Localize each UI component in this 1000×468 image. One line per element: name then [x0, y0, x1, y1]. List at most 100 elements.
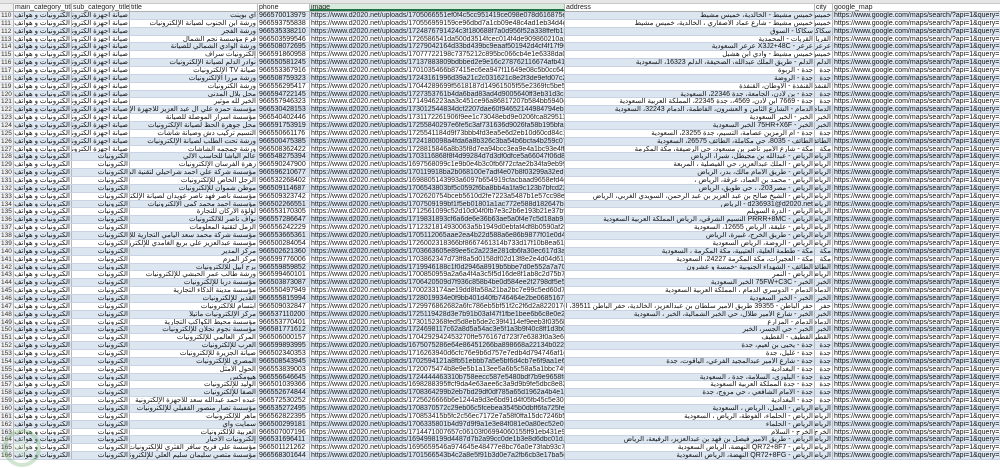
cell-sub-category[interactable]: صيانة اجهزة الكترونية: [72, 90, 130, 98]
cell-image-url[interactable]: https://www.d2020.net/uploads/1703663605…: [311, 247, 565, 255]
cell-phone[interactable]: 966550581245: [258, 59, 310, 67]
cell-google-map-url[interactable]: https://www.google.com/maps/search/?api=…: [834, 232, 1000, 239]
cell-phone[interactable]: 966508362422: [258, 145, 310, 153]
cell-city[interactable]: جدة: [815, 349, 833, 357]
cell-main-category[interactable]: الكترونيات و هواتف: [14, 287, 72, 294]
row-number[interactable]: 152: [0, 342, 14, 349]
row-number[interactable]: 112: [0, 27, 14, 35]
cell-title[interactable]: مؤسسة شركة علي أحمد شراحيلي لتقنية المعل…: [130, 169, 258, 177]
cell-title[interactable]: الصفا للإلكترونيات: [130, 389, 258, 397]
cell-main-category[interactable]: الكترونيات و هواتف: [14, 357, 72, 365]
cell-phone[interactable]: 966535338210: [258, 27, 310, 35]
cell-city[interactable]: القطيف: [815, 334, 833, 342]
cell-google-map-url[interactable]: https://www.google.com/maps/search/?api=…: [834, 389, 1000, 397]
cell-sub-category[interactable]: الكترونيات: [72, 200, 130, 208]
cell-sub-category[interactable]: الكترونيات: [72, 232, 130, 239]
cell-sub-category[interactable]: صيانة اجهزة الكترونية: [72, 106, 130, 114]
row-number[interactable]: 111: [0, 19, 14, 27]
row-number[interactable]: 157: [0, 381, 14, 389]
cell-phone[interactable]: 966552674844: [258, 389, 310, 397]
cell-phone[interactable]: 966509032847: [258, 302, 310, 310]
cell-address[interactable]: القطيف - القطيف: [565, 334, 815, 342]
cell-city[interactable]: الخبر: [816, 122, 833, 129]
row-number[interactable]: 122: [0, 106, 14, 114]
cell-address[interactable]: الخبر - 75HR+X6F الخبر السعودية: [565, 122, 815, 129]
row-number[interactable]: 143: [0, 271, 14, 279]
cell-sub-category[interactable]: صيانة اجهزة الكترونية: [72, 12, 130, 19]
cell-google-map-url[interactable]: https://www.google.com/maps/search/?api=…: [834, 365, 1000, 373]
cell-main-category[interactable]: الكترونيات و هواتف: [14, 129, 72, 137]
cell-main-category[interactable]: الكترونيات و هواتف: [14, 153, 72, 161]
cell-image-url[interactable]: https://www.d2020.net/uploads/1725584029…: [311, 122, 565, 129]
cell-google-map-url[interactable]: https://www.google.com/maps/search/?api=…: [834, 43, 1000, 51]
cell-image-url[interactable]: https://www.d2020.net/uploads/1706420509…: [310, 279, 565, 287]
cell-image-url[interactable]: https://www.d2020.net/uploads/1728019934…: [311, 294, 565, 302]
cell-city[interactable]: الرياض: [815, 184, 833, 192]
cell-title[interactable]: الخير لله موثير: [130, 98, 258, 106]
cell-image-url[interactable]: https://www.d2020.net/uploads/1725119428…: [311, 310, 565, 318]
cell-address[interactable]: الدمام - الشارع الثامن و العشرون، الفاطم…: [565, 106, 815, 114]
cell-city[interactable]: جدة: [815, 342, 833, 349]
row-number[interactable]: 113: [0, 35, 14, 43]
header-sub-category-title[interactable]: sub_category_title: [73, 4, 130, 11]
header-image[interactable]: image: [310, 4, 565, 11]
cell-phone[interactable]: 966501039366: [258, 381, 310, 389]
row-number[interactable]: 147: [0, 302, 14, 310]
row-number[interactable]: 116: [0, 59, 14, 67]
cell-sub-category[interactable]: صيانة اجهزة الكترونية: [72, 27, 130, 35]
cell-address[interactable]: الرياض - العمل، الرياض ، السعودية: [565, 404, 815, 412]
cell-address[interactable]: سكاكا - السوق: [565, 27, 815, 35]
row-number[interactable]: 119: [0, 82, 14, 90]
cell-image-url[interactable]: https://www.d2020.net/uploads/1694998199…: [311, 436, 565, 444]
cell-title[interactable]: العرب للإلكترونيات: [130, 342, 258, 349]
cell-phone[interactable]: 966550497949: [258, 287, 310, 294]
cell-main-category[interactable]: الكترونيات و هواتف: [14, 342, 72, 349]
cell-image-url[interactable]: https://www.d2020.net/uploads/1724316199…: [310, 74, 565, 82]
cell-main-category[interactable]: الكترونيات و هواتف: [14, 271, 72, 279]
cell-title[interactable]: مؤسسة متصي سليمان سليم العلي للإلكترونيا…: [130, 452, 258, 459]
row-number[interactable]: 129: [0, 161, 14, 169]
cell-title[interactable]: مؤسسة نجوم نجلان للإلكترونيات: [130, 326, 258, 334]
cell-sub-category[interactable]: الكترونيات: [72, 452, 130, 459]
cell-address[interactable]: الخبر - شارع الأمير طلال، حي الخبر الشما…: [565, 310, 815, 318]
cell-sub-category[interactable]: الكترونيات: [72, 310, 130, 318]
cell-title[interactable]: الزمل لتقنية المعلومات: [130, 224, 258, 232]
cell-phone[interactable]: 966593755838: [258, 19, 310, 27]
cell-city[interactable]: الرياض: [815, 452, 833, 459]
cell-google-map-url[interactable]: https://www.google.com/maps/search/?api=…: [834, 27, 1000, 35]
cell-main-category[interactable]: الكترونيات و هواتف: [14, 184, 72, 192]
cell-image-url[interactable]: https://www.d2020.net/uploads/1697568099…: [310, 161, 565, 169]
cell-image-url[interactable]: https://www.d2020.net/uploads/1705066551…: [310, 12, 565, 19]
row-number[interactable]: 163: [0, 428, 14, 436]
cell-google-map-url[interactable]: https://www.google.com/maps/search/?api=…: [834, 412, 1000, 420]
row-number[interactable]: 159: [0, 397, 14, 404]
cell-image-url[interactable]: https://www.d2020.net/uploads/1698805143…: [311, 177, 565, 184]
header-address[interactable]: address: [565, 4, 815, 11]
cell-title[interactable]: مركز الإلكترونيات ماتيلا: [130, 310, 258, 318]
cell-address[interactable]: الرياض - الشيخ صالح بن عبد العزيز بن عبد…: [565, 192, 815, 200]
cell-main-category[interactable]: الكترونيات و هواتف: [14, 114, 72, 122]
cell-main-category[interactable]: الكترونيات و هواتف: [14, 397, 72, 404]
cell-city[interactable]: مكة: [815, 247, 833, 255]
cell-image-url[interactable]: https://www.d2020.net/uploads/1714471007…: [311, 428, 565, 436]
cell-google-map-url[interactable]: https://www.google.com/maps/search/?api=…: [834, 326, 1000, 334]
cell-phone[interactable]: 966553839003: [258, 365, 310, 373]
cell-title[interactable]: عبده أحمد عبدالله سعد للأجهزة الإلكتروني…: [130, 397, 258, 404]
cell-sub-category[interactable]: الكترونيات: [72, 444, 130, 452]
row-number[interactable]: 154: [0, 357, 14, 365]
row-number[interactable]: 118: [0, 74, 14, 82]
cell-image-url[interactable]: https://www.d2020.net/uploads/1726586541…: [311, 35, 565, 43]
cell-address[interactable]: الرياض - الحلماء، الفوطة، الرياض ، السعو…: [565, 412, 815, 420]
cell-main-category[interactable]: الكترونيات و هواتف: [14, 12, 72, 19]
row-number[interactable]: 148: [0, 310, 14, 318]
cell-sub-category[interactable]: صيانة اجهزة الكترونية: [72, 145, 130, 153]
cell-city[interactable]: جدة: [815, 129, 833, 137]
cell-google-map-url[interactable]: https://www.google.com/maps/search/?api=…: [834, 247, 1000, 255]
cell-phone[interactable]: 966500284054: [258, 239, 310, 247]
row-number[interactable]: 115: [0, 51, 14, 59]
cell-sub-category[interactable]: الكترونيات: [72, 349, 130, 357]
cell-title[interactable]: لؤلؤة الأركان للتجارة: [130, 208, 258, 216]
cell-google-map-url[interactable]: https://www.google.com/maps/search/?api=…: [834, 397, 1000, 404]
row-number[interactable]: 128: [0, 153, 14, 161]
cell-google-map-url[interactable]: https://www.google.com/maps/search/?api=…: [834, 137, 1000, 145]
